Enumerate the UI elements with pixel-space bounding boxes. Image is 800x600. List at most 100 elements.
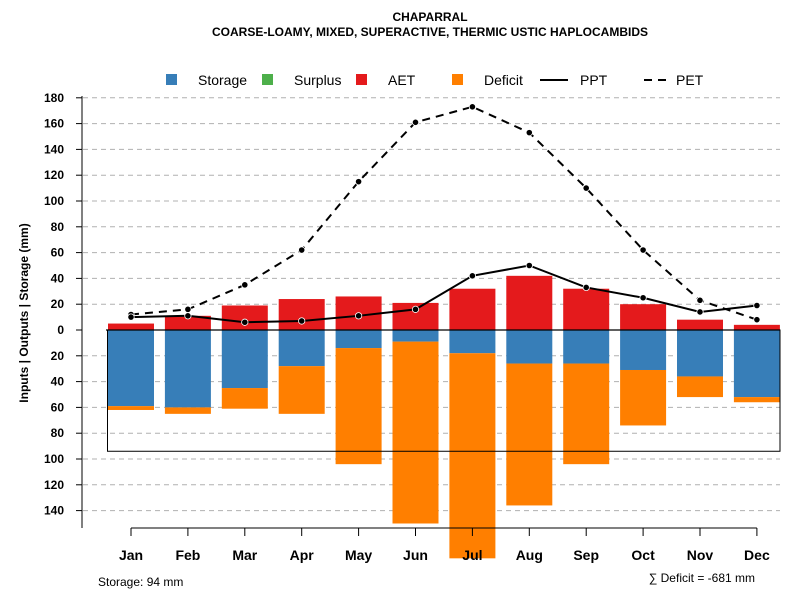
pet-point (525, 129, 533, 137)
y-tick-label: 0 (57, 323, 64, 337)
x-tick-label: Nov (687, 547, 714, 563)
y-tick-label: 60 (51, 400, 65, 414)
bar-aet (449, 288, 496, 330)
bar-deficit (164, 407, 211, 414)
ppt-point (753, 301, 761, 310)
ppt-point (696, 308, 704, 316)
bar-storage (620, 330, 667, 370)
ppt-line (130, 264, 758, 324)
x-tick-label: Feb (175, 547, 200, 563)
ppt-point (354, 312, 363, 320)
y-tick-label: 20 (51, 349, 65, 363)
legend-label-pet: PET (676, 72, 704, 88)
storage-note: Storage: 94 mm (98, 575, 183, 589)
bar-deficit (221, 388, 268, 409)
bar-deficit (677, 376, 723, 398)
y-tick-label: 180 (44, 91, 64, 105)
pet-line (130, 105, 758, 321)
pet-point (639, 246, 647, 254)
legend-label-storage: Storage (198, 72, 247, 88)
x-tick-label: Aug (516, 547, 543, 563)
bar-aet (164, 315, 211, 330)
legend-key-deficit (452, 74, 463, 85)
bar-aet (677, 319, 723, 330)
bar-aet (733, 324, 780, 330)
y-tick-label: 140 (44, 142, 64, 156)
legend-label-ppt: PPT (580, 72, 608, 88)
ppt-point (184, 312, 192, 320)
bar-aet (108, 323, 154, 330)
bars (108, 275, 780, 559)
y-tick-label: 160 (44, 117, 64, 131)
ppt-point (525, 261, 533, 270)
storage-capacity-box (107, 329, 781, 452)
ppt-point (468, 272, 476, 280)
legend-key-storage (166, 74, 177, 85)
bar-aet (506, 275, 553, 330)
bar-storage (221, 330, 268, 389)
bar-deficit (335, 348, 382, 465)
bar-aet (563, 288, 610, 330)
pet-point (411, 118, 420, 126)
y-tick-label: 100 (44, 452, 64, 466)
bar-storage (733, 330, 780, 398)
bar-storage (392, 330, 439, 342)
pet-point (696, 296, 704, 304)
bar-storage (506, 330, 553, 364)
pet-point (468, 103, 476, 111)
bar-deficit (506, 363, 553, 506)
bar-deficit (449, 353, 496, 559)
y-tick-label: 20 (51, 297, 65, 311)
chart-title: CHAPARRAL (392, 10, 467, 24)
bar-storage (677, 330, 723, 377)
chart-subtitle: COARSE-LOAMY, MIXED, SUPERACTIVE, THERMI… (212, 25, 648, 39)
x-tick-label: Dec (744, 547, 770, 563)
ppt-point (639, 294, 647, 302)
ppt-point (411, 305, 420, 313)
x-tick-label: Oct (631, 547, 655, 563)
y-tick-label: 120 (44, 478, 64, 492)
bar-deficit (278, 366, 325, 414)
x-tick-label: Jun (403, 547, 428, 563)
bar-aet (221, 305, 268, 330)
ppt-point (127, 313, 135, 321)
y-tick-label: 40 (51, 271, 65, 285)
bar-storage (449, 330, 496, 354)
x-tick-label: Mar (232, 547, 257, 563)
pet-point (582, 184, 590, 192)
lines (127, 103, 761, 326)
y-axis-label: Inputs | Outputs | Storage (mm) (17, 223, 31, 402)
bar-deficit (563, 363, 610, 465)
y-tick-label: 80 (51, 220, 65, 234)
ppt-point (298, 317, 306, 325)
bar-deficit (620, 369, 667, 426)
y-tick-label: 120 (44, 168, 64, 182)
x-tick-label: May (345, 547, 372, 563)
bar-deficit (733, 397, 780, 403)
legend: Storage Surplus AET Deficit PPT PET (166, 72, 704, 88)
bar-storage (563, 330, 610, 364)
x-tick-label: Sep (573, 547, 599, 563)
y-axis: 180 160 140 120 100 80 60 40 20 0 20 40 60 80 100 120 14… (44, 91, 83, 528)
x-tick-label: Jan (119, 547, 143, 563)
y-tick-label: 60 (51, 246, 65, 260)
deficit-note: ∑ Deficit = -681 mm (649, 571, 755, 585)
bar-storage (335, 330, 382, 349)
ppt-point (241, 318, 249, 326)
pet-point (241, 281, 249, 289)
bar-deficit (392, 341, 439, 524)
legend-key-surplus (262, 74, 273, 85)
legend-label-deficit: Deficit (484, 72, 523, 88)
bar-deficit (108, 406, 154, 410)
y-tick-label: 100 (44, 194, 64, 208)
x-axis: Jan Feb Mar Apr May Jun Jul Aug Sep Oct Nov Dec (119, 527, 770, 563)
legend-label-aet: AET (388, 72, 416, 88)
pet-point (298, 246, 306, 254)
y-tick-label: 140 (44, 504, 64, 518)
bar-aet (620, 304, 667, 330)
bar-storage (278, 330, 325, 367)
bar-aet (278, 299, 325, 330)
x-tick-label: Apr (290, 547, 315, 563)
ppt-point (582, 283, 590, 292)
